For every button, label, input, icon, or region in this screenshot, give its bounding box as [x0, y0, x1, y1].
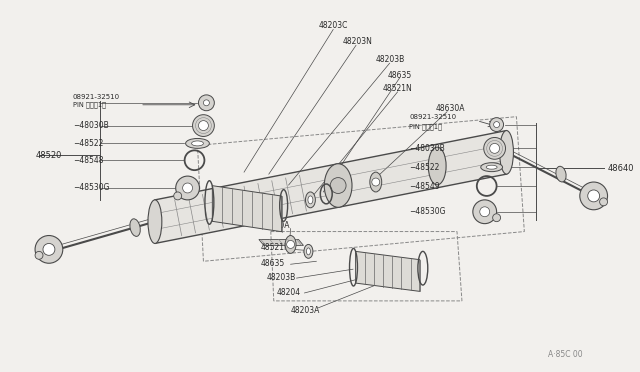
Circle shape [480, 207, 490, 217]
Ellipse shape [370, 172, 381, 192]
Text: 48520: 48520 [36, 151, 63, 160]
Text: 48635: 48635 [261, 259, 285, 268]
Text: −48522: −48522 [410, 163, 440, 172]
Text: −48522: −48522 [73, 139, 103, 148]
Circle shape [588, 190, 600, 202]
Polygon shape [259, 240, 303, 246]
Text: 48203C: 48203C [318, 21, 348, 30]
Ellipse shape [324, 164, 352, 207]
Circle shape [490, 118, 504, 132]
Text: 48630A: 48630A [435, 104, 465, 113]
Circle shape [35, 251, 43, 259]
Circle shape [493, 122, 500, 128]
Circle shape [198, 121, 209, 131]
Circle shape [330, 177, 346, 193]
Text: −48549: −48549 [410, 182, 440, 190]
Ellipse shape [486, 165, 497, 169]
Text: 08921-32510: 08921-32510 [410, 114, 456, 120]
Text: 48521N: 48521N [261, 243, 291, 252]
Text: 48635: 48635 [388, 71, 412, 80]
Ellipse shape [307, 248, 310, 255]
Circle shape [372, 178, 380, 186]
Circle shape [182, 183, 193, 193]
Text: −48530G: −48530G [73, 183, 109, 192]
Ellipse shape [186, 138, 209, 148]
Ellipse shape [304, 244, 313, 258]
Text: −48548: −48548 [73, 156, 103, 165]
Text: 48203B: 48203B [376, 55, 405, 64]
Circle shape [193, 115, 214, 137]
Circle shape [204, 100, 209, 106]
Text: 48203A: 48203A [291, 306, 320, 315]
Polygon shape [355, 251, 420, 291]
Ellipse shape [130, 219, 140, 236]
Text: 08921-32510: 08921-32510 [73, 94, 120, 100]
Ellipse shape [308, 196, 313, 204]
Circle shape [35, 235, 63, 263]
Circle shape [473, 200, 497, 224]
Text: −48030B: −48030B [410, 144, 445, 153]
Ellipse shape [191, 141, 204, 146]
Text: 48521N: 48521N [383, 84, 412, 93]
Circle shape [173, 192, 182, 200]
Text: −48030B: −48030B [73, 121, 108, 130]
Circle shape [484, 138, 506, 159]
Ellipse shape [148, 200, 162, 243]
Circle shape [600, 198, 607, 206]
Text: 48630A: 48630A [261, 221, 291, 230]
Circle shape [198, 95, 214, 111]
Circle shape [176, 176, 200, 200]
Text: 48203N: 48203N [343, 37, 373, 46]
Polygon shape [212, 186, 282, 232]
Ellipse shape [305, 192, 316, 208]
Text: 48204: 48204 [276, 288, 301, 298]
Circle shape [287, 240, 294, 248]
Polygon shape [155, 131, 506, 243]
Text: 48640: 48640 [607, 164, 634, 173]
Ellipse shape [481, 163, 502, 171]
Text: PIN ピン（1）: PIN ピン（1） [410, 123, 442, 130]
Ellipse shape [556, 166, 566, 182]
Circle shape [490, 144, 500, 153]
Circle shape [493, 214, 500, 222]
Text: −48530G: −48530G [410, 207, 446, 216]
Circle shape [580, 182, 607, 210]
Circle shape [43, 243, 55, 255]
Ellipse shape [500, 131, 513, 174]
Text: PIN ピン（1）: PIN ピン（1） [73, 102, 106, 108]
Ellipse shape [285, 235, 296, 253]
Text: 48203B: 48203B [267, 273, 296, 282]
Ellipse shape [428, 147, 446, 185]
Text: A·85C 00: A·85C 00 [548, 350, 583, 359]
